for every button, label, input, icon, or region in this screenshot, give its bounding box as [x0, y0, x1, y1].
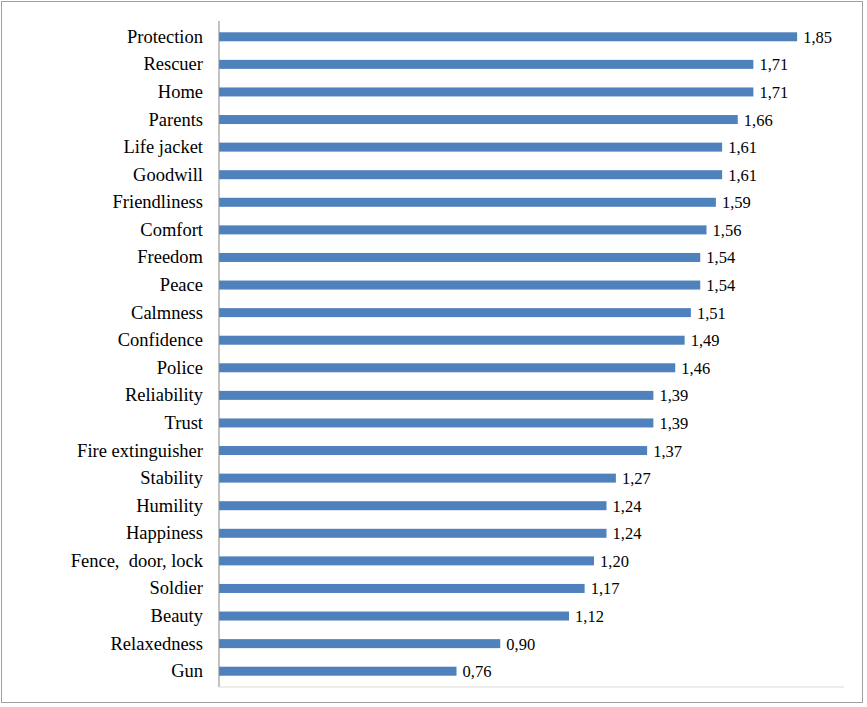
category-label: Parents — [149, 110, 203, 130]
data-label: 1,85 — [803, 28, 832, 47]
data-label: 0,76 — [463, 662, 492, 681]
data-label: 0,90 — [506, 635, 535, 654]
data-label: 1,24 — [613, 497, 642, 516]
data-label: 1,12 — [575, 607, 604, 626]
category-label: Reliability — [125, 385, 204, 405]
data-label: 1,17 — [591, 579, 620, 598]
category-label: Rescuer — [143, 54, 203, 74]
category-label: Humility — [136, 496, 204, 516]
bar — [219, 336, 685, 345]
category-label: Friendliness — [113, 192, 203, 212]
bar — [219, 612, 569, 621]
data-label: 1,54 — [706, 276, 735, 295]
category-label: Gun — [171, 661, 203, 681]
bar — [219, 60, 753, 69]
data-label: 1,39 — [659, 414, 688, 433]
bar — [219, 281, 700, 290]
value-axis — [219, 687, 844, 688]
category-label: Freedom — [137, 247, 203, 267]
category-label: Life jacket — [123, 137, 203, 157]
bar — [219, 556, 594, 565]
data-label: 1,49 — [691, 331, 720, 350]
bar — [219, 363, 675, 372]
data-label: 1,56 — [713, 221, 742, 240]
chart: Protection 1,85 Rescuer 1,71 Home 1,71 Parents… — [0, 0, 867, 707]
chart-container: Protection 1,85 Rescuer 1,71 Home 1,71 Parents… — [0, 0, 867, 707]
bar — [219, 225, 707, 234]
category-label: Confidence — [118, 330, 203, 350]
bar — [219, 474, 616, 483]
bar — [219, 418, 653, 427]
bar — [219, 308, 691, 317]
bar — [219, 87, 753, 96]
bar — [219, 584, 585, 593]
bar — [219, 446, 647, 455]
category-label: Protection — [127, 27, 203, 47]
category-label: Beauty — [151, 606, 204, 626]
category-label: Fire extinguisher — [77, 441, 203, 461]
bar — [219, 170, 722, 179]
data-label: 1,20 — [600, 552, 629, 571]
bar — [219, 639, 500, 648]
category-label: Happiness — [126, 523, 203, 543]
bar — [219, 501, 607, 510]
data-label: 1,27 — [622, 469, 651, 488]
bar — [219, 198, 716, 207]
data-label: 1,46 — [681, 359, 710, 378]
bar — [219, 529, 607, 538]
category-label: Peace — [160, 275, 203, 295]
data-label: 1,51 — [697, 304, 726, 323]
category-axis — [219, 21, 220, 687]
category-label: Stability — [140, 468, 203, 488]
data-label: 1,39 — [659, 386, 688, 405]
bar — [219, 391, 653, 400]
data-label: 1,66 — [744, 111, 773, 130]
data-label: 1,71 — [759, 83, 788, 102]
data-label: 1,61 — [728, 138, 757, 157]
data-label: 1,24 — [613, 524, 642, 543]
category-label: Trust — [165, 413, 204, 433]
category-label: Goodwill — [133, 165, 203, 185]
category-label: Police — [157, 358, 203, 378]
labels: Protection 1,85 Rescuer 1,71 Home 1,71 Parents… — [71, 27, 832, 681]
data-label: 1,71 — [759, 55, 788, 74]
data-label: 1,61 — [728, 166, 757, 185]
category-label: Calmness — [131, 303, 203, 323]
chart-frame — [2, 2, 863, 703]
category-label: Home — [158, 82, 203, 102]
bar — [219, 667, 457, 676]
data-label: 1,59 — [722, 193, 751, 212]
bar — [219, 143, 722, 152]
bar — [219, 32, 797, 41]
category-label: Relaxedness — [111, 634, 203, 654]
bar — [219, 253, 700, 262]
bar — [219, 115, 738, 124]
bars — [219, 32, 797, 675]
data-label: 1,37 — [653, 442, 682, 461]
category-label: Soldier — [150, 578, 203, 598]
category-label: Comfort — [140, 220, 204, 240]
category-label: Fence, door, lock — [71, 551, 204, 571]
data-label: 1,54 — [706, 248, 735, 267]
